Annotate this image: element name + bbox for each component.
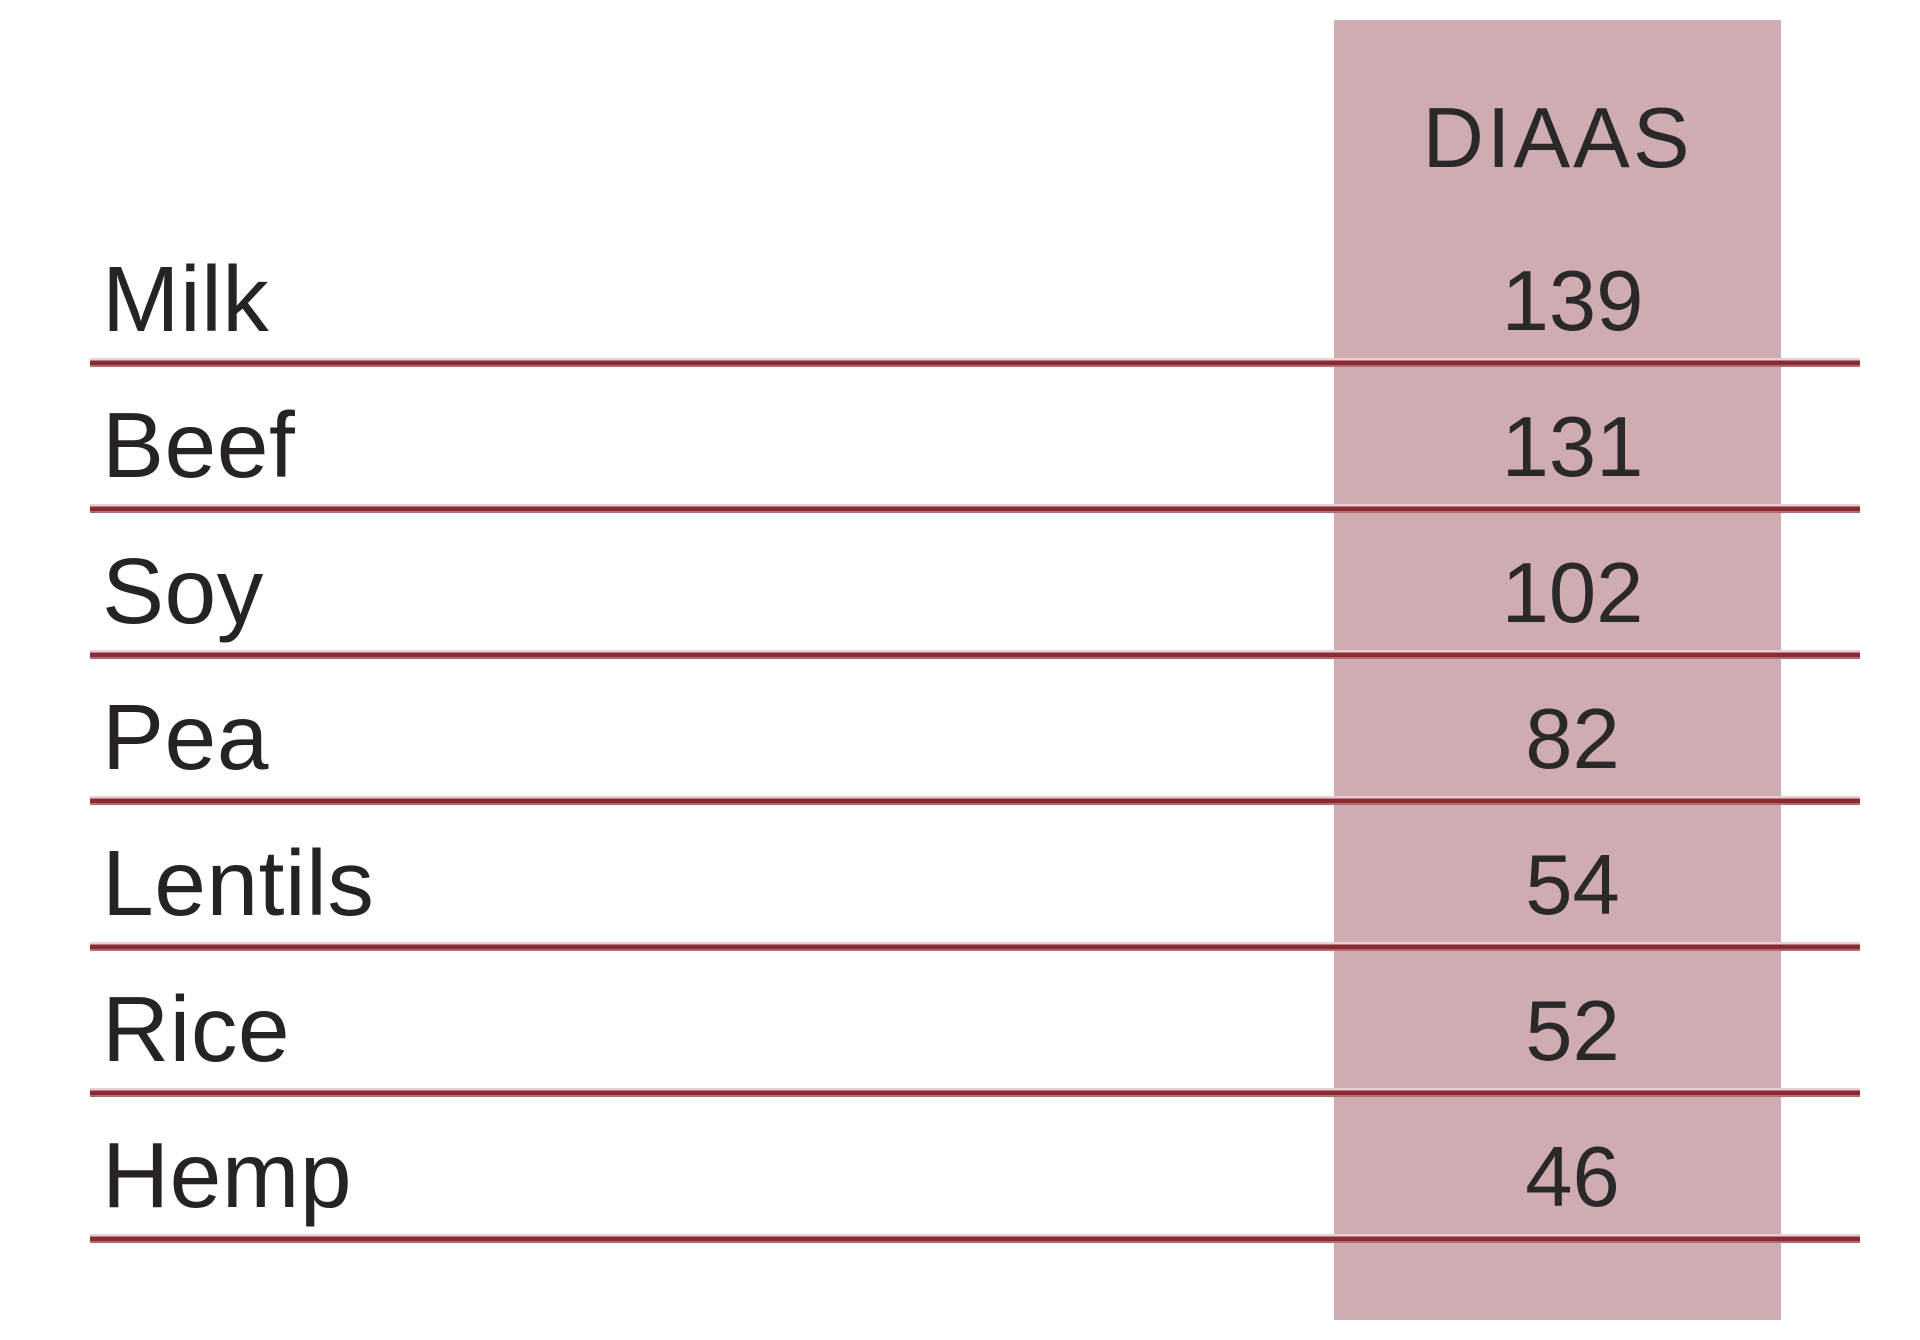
row-value: 52	[1525, 984, 1620, 1079]
row-value: 46	[1525, 1130, 1620, 1225]
column-header-diaas: DIAAS	[1422, 91, 1693, 186]
row-value: 131	[1501, 400, 1644, 495]
row-label: Rice	[102, 977, 291, 1081]
table-row-hemp: Hemp 46	[0, 1093, 1920, 1236]
row-value: 102	[1501, 546, 1644, 641]
table-row-beef: Beef 131	[0, 363, 1920, 506]
row-divider	[90, 650, 1860, 659]
table-row-lentils: Lentils 54	[0, 801, 1920, 944]
row-value: 139	[1501, 254, 1644, 349]
row-label: Lentils	[102, 831, 375, 935]
row-label: Soy	[102, 539, 264, 643]
row-value: 54	[1525, 838, 1620, 933]
row-label: Beef	[102, 393, 296, 497]
row-divider	[90, 796, 1860, 805]
row-divider	[90, 504, 1860, 513]
row-divider	[90, 1234, 1860, 1243]
row-divider	[90, 1088, 1860, 1097]
table-row-milk: Milk 139	[0, 217, 1920, 360]
row-label: Milk	[102, 247, 270, 351]
table-row-soy: Soy 102	[0, 509, 1920, 652]
row-label: Hemp	[102, 1123, 353, 1227]
highlight-column-background	[1334, 20, 1781, 1320]
row-label: Pea	[102, 685, 269, 789]
row-divider	[90, 358, 1860, 367]
table-row-pea: Pea 82	[0, 655, 1920, 798]
row-value: 82	[1525, 692, 1620, 787]
table-row-rice: Rice 52	[0, 947, 1920, 1090]
row-divider	[90, 942, 1860, 951]
